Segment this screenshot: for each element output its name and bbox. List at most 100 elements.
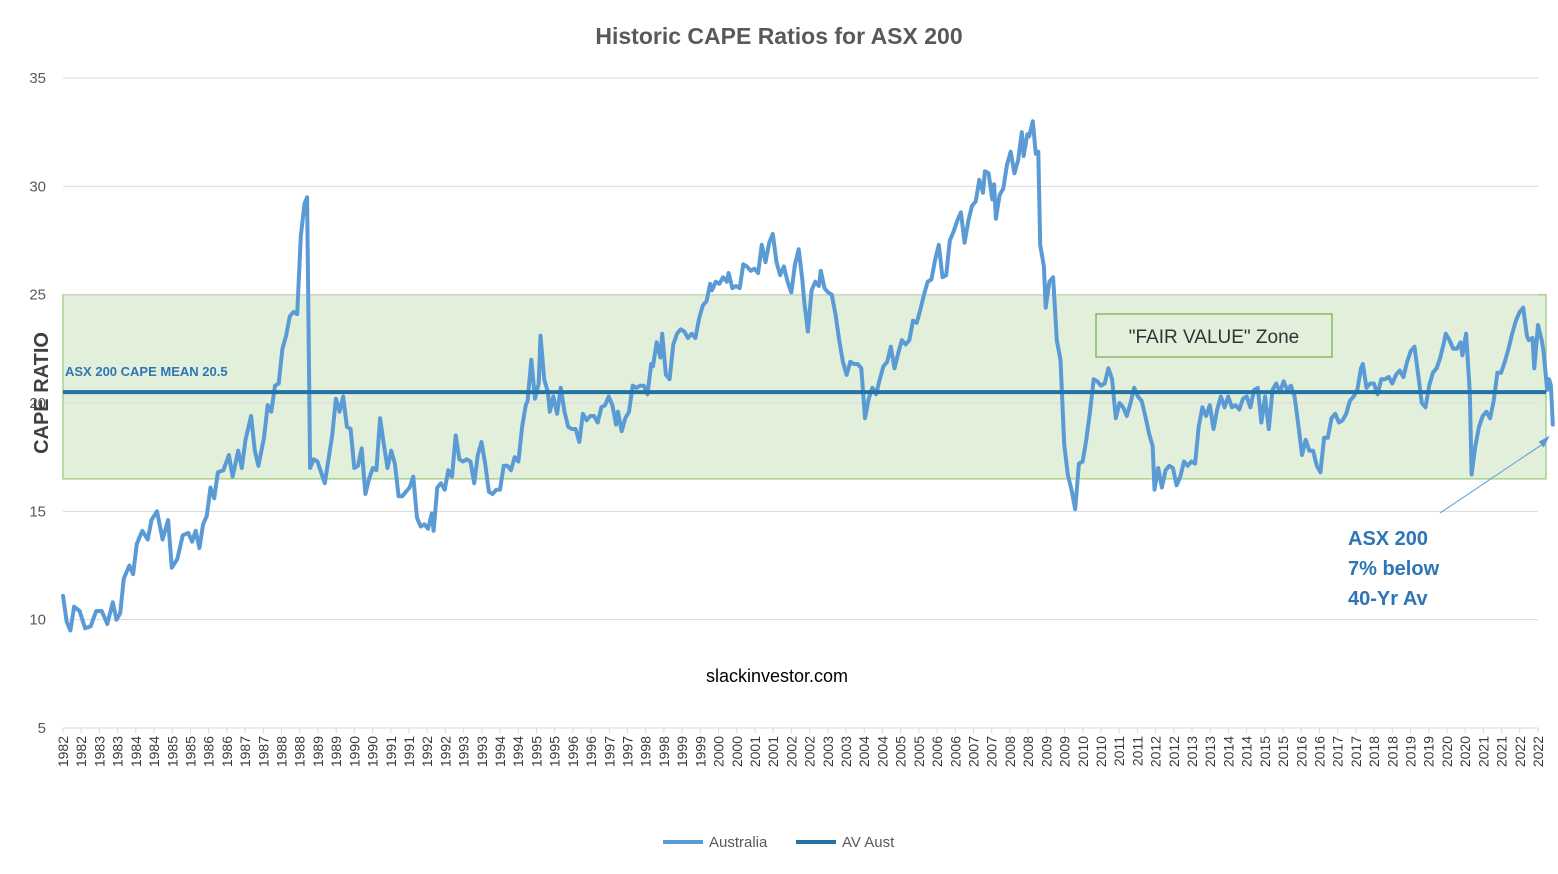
y-tick-label: 15 — [29, 503, 46, 520]
y-tick-label: 5 — [38, 720, 46, 737]
x-tick-label: 2017 — [1330, 736, 1346, 767]
x-tick-label: 1984 — [146, 736, 162, 767]
x-tick-label: 2022 — [1512, 736, 1528, 767]
fair-value-label-box — [1095, 313, 1333, 358]
x-tick-label: 2016 — [1293, 736, 1309, 767]
legend-label-av-aust: AV Aust — [842, 834, 895, 851]
callout-line: 7% below — [1348, 558, 1440, 580]
x-tick-label: 2003 — [838, 736, 854, 767]
x-tick-label: 1997 — [620, 736, 636, 767]
y-tick-label: 20 — [29, 395, 46, 412]
x-tick-label: 2002 — [783, 736, 799, 767]
x-tick-label: 1982 — [55, 736, 71, 767]
legend-label-australia: Australia — [709, 834, 768, 851]
x-tick-label: 1988 — [274, 736, 290, 767]
x-tick-label: 2010 — [1075, 736, 1091, 767]
y-tick-label: 30 — [29, 178, 46, 195]
x-tick-label: 1992 — [437, 736, 453, 767]
callout-arrowhead — [1538, 435, 1550, 448]
x-tick-label: 1992 — [419, 736, 435, 767]
x-tick-label: 2010 — [1093, 736, 1109, 767]
x-tick-label: 1996 — [583, 736, 599, 767]
x-tick-label: 2017 — [1348, 736, 1364, 767]
x-tick-label: 1989 — [328, 736, 344, 767]
x-tick-label: 2012 — [1148, 736, 1164, 767]
x-tick-label: 1983 — [91, 736, 107, 767]
x-tick-label: 2004 — [874, 736, 890, 767]
fair-value-label: "FAIR VALUE" Zone — [1129, 327, 1299, 348]
x-tick-label: 1999 — [674, 736, 690, 767]
x-tick-label: 2018 — [1366, 736, 1382, 767]
x-tick-label: 2011 — [1129, 736, 1145, 766]
x-tick-label: 2012 — [1166, 736, 1182, 767]
x-tick-label: 2014 — [1220, 736, 1236, 767]
x-tick-label: 1993 — [456, 736, 472, 767]
x-tick-label: 1994 — [510, 736, 526, 767]
watermark-text: slackinvestor.com — [706, 666, 848, 686]
x-tick-label: 2002 — [802, 736, 818, 767]
x-tick-label: 1984 — [128, 736, 144, 767]
x-tick-label: 2005 — [893, 736, 909, 767]
x-tick-label: 2008 — [1020, 736, 1036, 767]
x-tick-label: 2009 — [1038, 736, 1054, 767]
x-tick-label: 1985 — [164, 736, 180, 767]
callout-line: 40-Yr Av — [1348, 588, 1429, 610]
x-tick-label: 2006 — [947, 736, 963, 767]
x-tick-label: 2009 — [1057, 736, 1073, 767]
x-tick-label: 2003 — [820, 736, 836, 767]
x-tick-label: 2015 — [1257, 736, 1273, 767]
x-tick-label: 1995 — [547, 736, 563, 767]
x-tick-label: 2019 — [1421, 736, 1437, 767]
x-tick-label: 1997 — [601, 736, 617, 767]
x-tick-label: 2006 — [929, 736, 945, 767]
x-tick-label: 2004 — [856, 736, 872, 767]
x-tick-label: 2013 — [1202, 736, 1218, 767]
x-tick-label: 1993 — [474, 736, 490, 767]
x-tick-label: 1987 — [255, 736, 271, 767]
x-tick-label: 2020 — [1457, 736, 1473, 767]
x-tick-label: 2020 — [1439, 736, 1455, 767]
x-tick-label: 2008 — [1002, 736, 1018, 767]
x-tick-label: 1996 — [565, 736, 581, 767]
x-tick-label: 2018 — [1384, 736, 1400, 767]
x-tick-label: 2000 — [711, 736, 727, 767]
x-tick-label: 2000 — [729, 736, 745, 767]
x-tick-label: 1998 — [638, 736, 654, 767]
x-tick-label: 2016 — [1311, 736, 1327, 767]
x-tick-label: 1989 — [310, 736, 326, 767]
x-tick-label: 1986 — [201, 736, 217, 767]
y-tick-label: 10 — [29, 612, 46, 629]
y-tick-label: 25 — [29, 287, 46, 304]
y-axis-label: CAPE RATIO — [31, 332, 53, 454]
chart-title: Historic CAPE Ratios for ASX 200 — [595, 23, 962, 49]
x-tick-label: 2007 — [965, 736, 981, 767]
x-tick-label: 2021 — [1494, 736, 1510, 767]
x-tick-label: 2001 — [765, 736, 781, 767]
x-tick-label: 2005 — [911, 736, 927, 767]
x-tick-label: 1991 — [401, 736, 417, 767]
x-tick-label: 1986 — [219, 736, 235, 767]
x-tick-label: 1995 — [528, 736, 544, 767]
x-tick-label: 1988 — [292, 736, 308, 767]
x-tick-label: 2013 — [1184, 736, 1200, 767]
x-tick-label: 2015 — [1275, 736, 1291, 767]
callout-arrow — [1439, 442, 1546, 514]
x-tick-label: 1990 — [365, 736, 381, 767]
x-tick-label: 1985 — [182, 736, 198, 767]
x-tick-label: 2019 — [1403, 736, 1419, 767]
x-tick-label: 1999 — [692, 736, 708, 767]
x-tick-label: 1991 — [383, 736, 399, 767]
y-tick-label: 35 — [29, 70, 46, 87]
x-tick-label: 2021 — [1475, 736, 1491, 767]
x-tick-label: 2022 — [1530, 736, 1546, 767]
x-tick-label: 1998 — [656, 736, 672, 767]
x-tick-label: 2001 — [747, 736, 763, 767]
x-tick-label: 1987 — [237, 736, 253, 767]
x-tick-label: 2011 — [1111, 736, 1127, 766]
x-tick-label: 1990 — [346, 736, 362, 767]
mean-label: ASX 200 CAPE MEAN 20.5 — [65, 364, 228, 379]
x-tick-label: 1982 — [73, 736, 89, 767]
callout-line: ASX 200 — [1348, 528, 1428, 550]
